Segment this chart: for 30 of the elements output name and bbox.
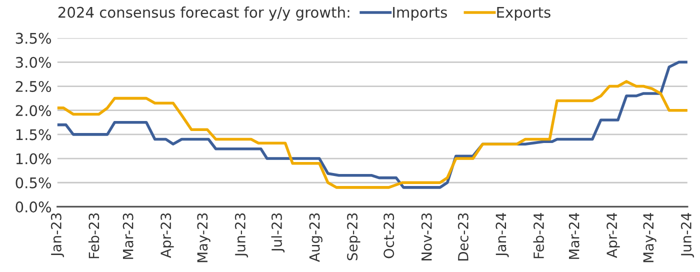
y-tick-label: 2.5% (16, 80, 52, 92)
x-tick-label: Feb-23 (88, 213, 100, 258)
chart-title: 2024 consensus forecast for y/y growth: (58, 6, 350, 21)
y-tick-label: 1.0% (16, 153, 52, 164)
x-tick-label: Jun-24 (680, 213, 694, 258)
x-tick-label: Apr-23 (160, 213, 174, 258)
x-tick-label: May-23 (197, 213, 210, 262)
x-tick-label: Mar-24 (568, 213, 580, 259)
x-tick-label: Sep-23 (347, 213, 360, 260)
x-tick-label: Jul-23 (271, 213, 285, 252)
y-tick-label: 2.0% (16, 105, 52, 116)
x-tick-label: May-24 (643, 213, 656, 262)
x-tick-label: Jan-24 (496, 213, 509, 258)
x-tick-label: Nov-23 (421, 213, 432, 260)
legend-label: Imports (393, 6, 447, 21)
legend-label: Exports (497, 6, 550, 21)
y-tick-label: 3.5% (16, 32, 52, 44)
y-tick-label: 0.0% (16, 201, 52, 212)
x-tick-label: Dec-23 (458, 213, 468, 260)
x-tick-label: Feb-24 (533, 213, 544, 258)
line-series (57, 80, 688, 189)
x-tick-label: Apr-24 (606, 213, 620, 258)
y-tick-label: 0.5% (16, 177, 52, 188)
y-tick-label: 1.5% (16, 129, 52, 140)
x-tick-label: Mar-23 (122, 213, 134, 259)
y-tick-label: 3.0% (16, 56, 52, 68)
x-tick-label: Jun-23 (234, 213, 248, 258)
x-tick-label: Oct-23 (384, 213, 394, 258)
x-tick-label: Aug-23 (309, 213, 322, 262)
x-tick-label: Jan-23 (50, 213, 64, 258)
